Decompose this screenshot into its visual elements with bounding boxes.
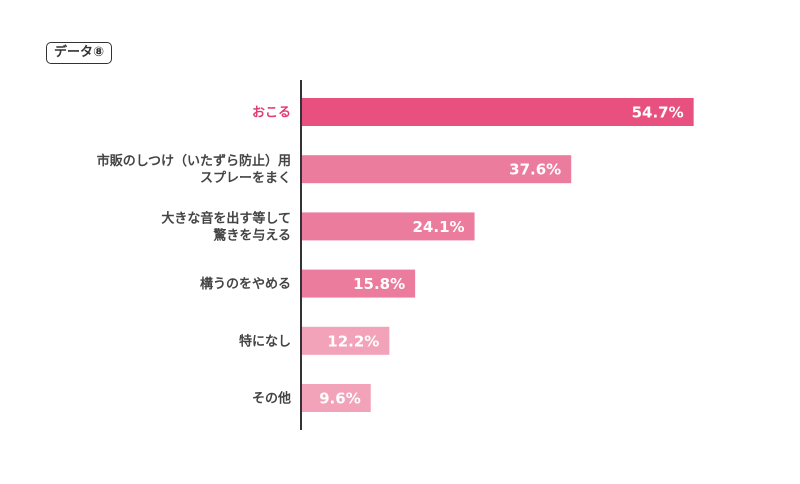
category-label-1: 市販のしつけ（いたずら防止）用スプレーをまく <box>97 153 291 186</box>
bars-layer: 54.7% おこる 37.6% 市販のしつけ（いたずら防止）用スプレーをまく 24.1%… <box>97 98 694 412</box>
category-label-line: 市販のしつけ（いたずら防止）用 <box>97 153 291 169</box>
bar-2 <box>302 212 475 241</box>
bar-3 <box>302 269 416 298</box>
category-label-3: 構うのをやめる <box>200 276 291 292</box>
value-label-5: 9.6% <box>319 390 361 408</box>
category-label-4: 特になし <box>239 333 291 349</box>
category-label-0: おこる <box>252 106 291 121</box>
bar-1 <box>302 155 572 184</box>
category-label-line: スプレーをまく <box>200 171 291 186</box>
bar-4 <box>302 326 390 355</box>
data-tag: データ⑧ <box>46 42 113 64</box>
category-label-line: 特になし <box>239 333 291 349</box>
category-label-2: 大きな音を出す等して驚きを与える <box>161 210 291 243</box>
value-label-4: 12.2% <box>327 332 379 350</box>
category-label-line: その他 <box>252 391 291 407</box>
category-label-5: その他 <box>252 391 291 407</box>
value-label-0: 54.7% <box>632 104 684 122</box>
value-label-3: 15.8% <box>353 275 405 293</box>
value-label-1: 37.6% <box>509 161 561 179</box>
category-label-line: おこる <box>252 106 291 121</box>
bar-0 <box>302 98 694 126</box>
bar-5 <box>302 384 371 412</box>
category-label-line: 驚きを与える <box>212 227 291 243</box>
category-label-line: 大きな音を出す等して <box>161 210 291 226</box>
value-label-2: 24.1% <box>413 218 465 236</box>
category-label-line: 構うのをやめる <box>200 276 291 292</box>
